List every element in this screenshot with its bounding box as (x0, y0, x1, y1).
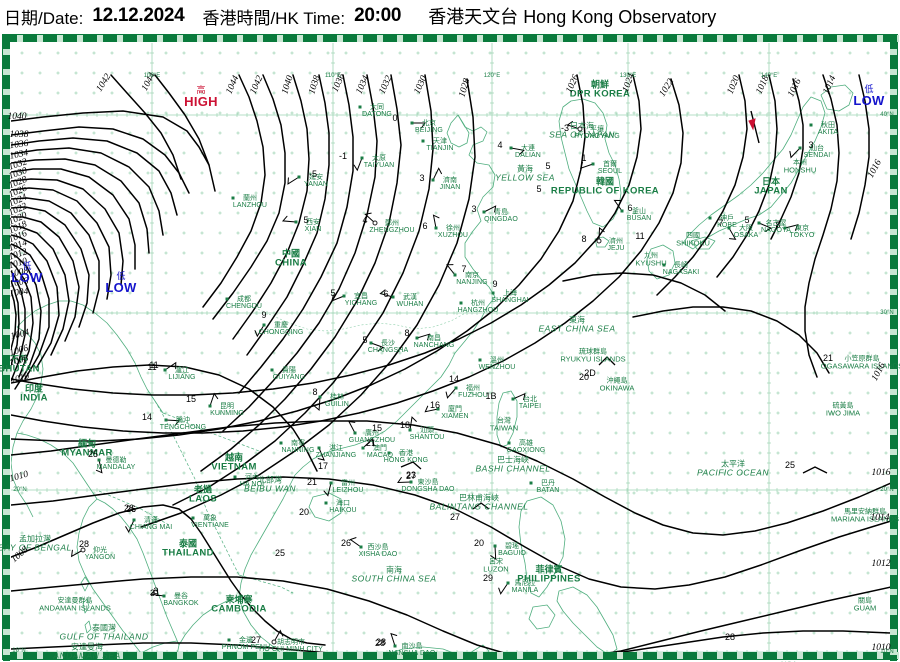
graticule-ticks (16, 51, 888, 653)
isobar-layer (11, 74, 891, 653)
time-value: 20:00 (354, 5, 402, 26)
frame-ribbon-right (890, 35, 897, 661)
frame-ribbon-top (3, 35, 899, 42)
time-label: 香港時間/HK Time: (202, 8, 346, 28)
weather-map[interactable]: 中國 CHINA 朝鮮 DPR KOREA 韓國 REPUBLIC OF KOR… (0, 34, 900, 661)
organisation-name: 香港天文台 Hong Kong Observatory (428, 7, 717, 27)
graticule-layer (11, 43, 891, 653)
frame-ribbon-left (3, 35, 10, 661)
wind-barb-layer (70, 121, 801, 647)
front-layer (400, 110, 828, 510)
date-label: 日期/Date: (4, 8, 84, 28)
frame-ribbon-bottom (3, 652, 899, 659)
date-value: 12.12.2024 (92, 5, 185, 26)
map-canvas (11, 43, 891, 653)
coastline-layer (11, 84, 854, 653)
chart-header: 日期/Date: 12.12.2024 香港時間/HK Time: 20:00 … (0, 0, 900, 32)
